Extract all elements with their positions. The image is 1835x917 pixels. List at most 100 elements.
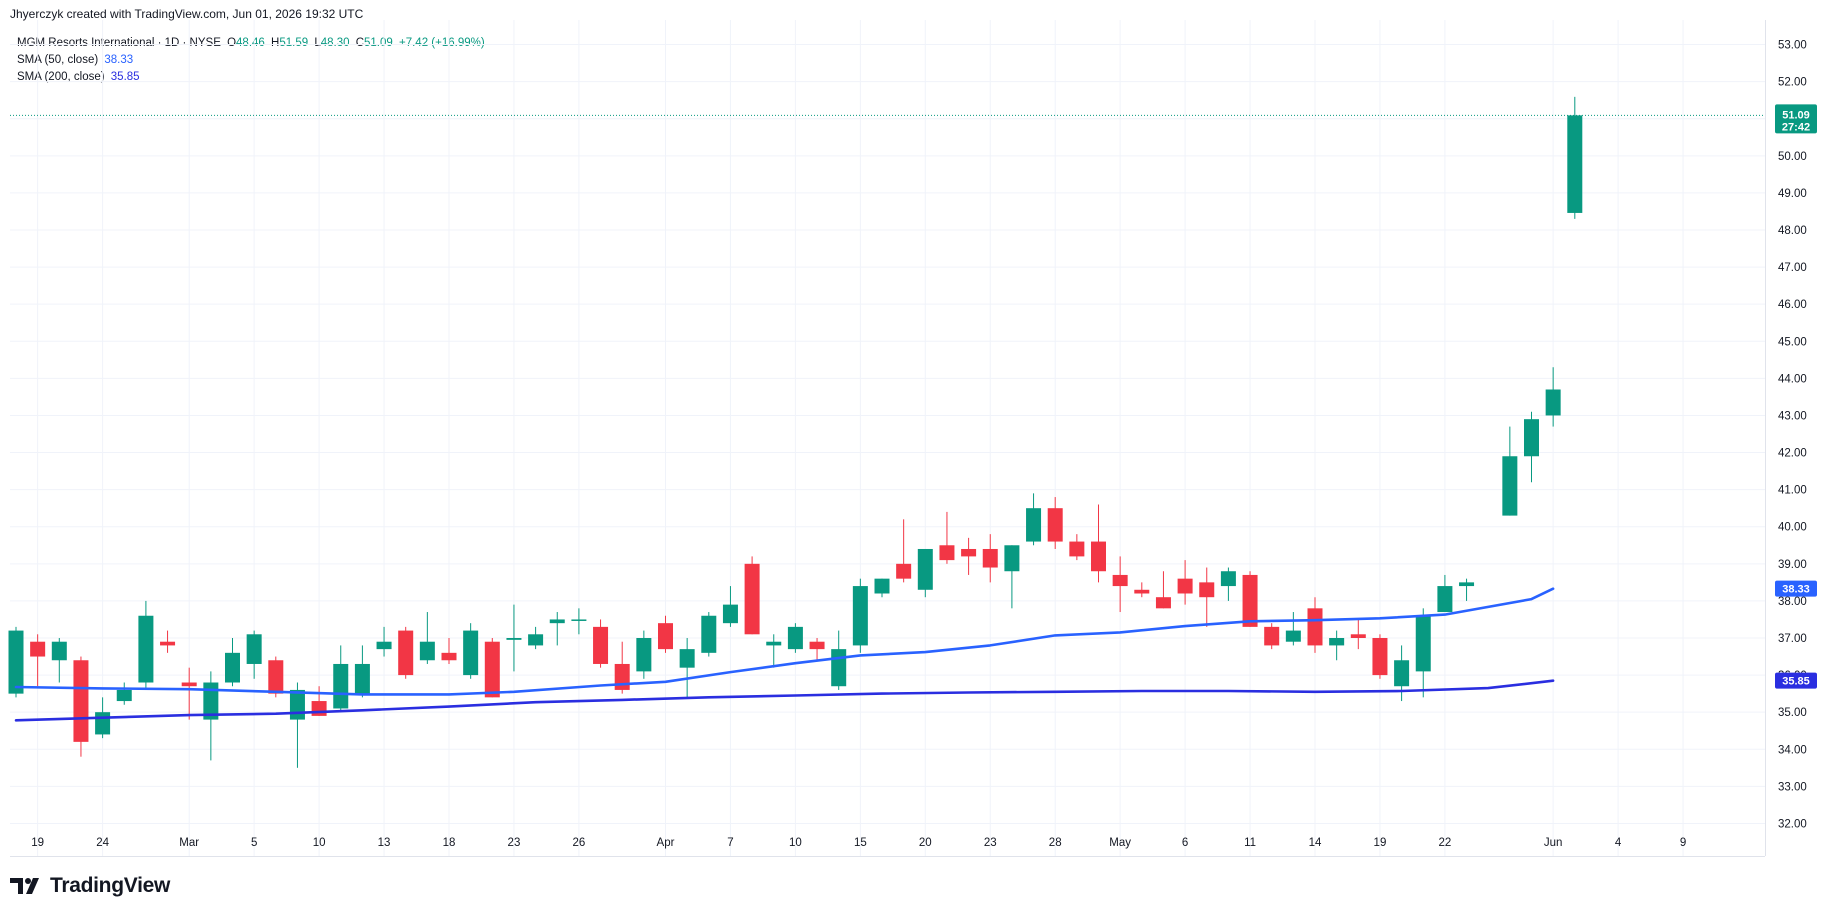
candle-body	[441, 652, 457, 661]
last-price-text: 51.09	[1782, 109, 1810, 121]
x-tick-label: 13	[378, 837, 391, 849]
candle-body	[116, 689, 132, 702]
candle-body	[398, 630, 414, 676]
candle-body	[225, 652, 240, 683]
candle-body	[1199, 582, 1215, 598]
candle-body	[528, 634, 544, 646]
candle-body	[1372, 638, 1388, 676]
candle-body	[376, 641, 392, 650]
y-tick-label: 39.00	[1778, 559, 1807, 571]
candle-body	[766, 641, 782, 646]
candle-body	[181, 682, 197, 687]
candle-body	[1307, 608, 1323, 646]
time-axis[interactable]: 19 24 Mar 5 10 13 18 23 26 Apr 7 10 15 20 23 28 May 6 11 14…	[31, 837, 1686, 849]
symbol-label[interactable]: MGM Resorts International · 1D · NYSE	[17, 37, 221, 49]
candle-body	[852, 586, 868, 646]
y-tick-label: 49.00	[1778, 188, 1807, 200]
y-tick-label: 46.00	[1778, 299, 1807, 311]
candle-body	[203, 682, 219, 720]
candle-body	[484, 641, 500, 698]
y-tick-label: 52.00	[1778, 77, 1807, 89]
change-value: +7.42 (+16.99%)	[399, 37, 485, 49]
brand[interactable]: TradingView	[10, 874, 170, 898]
candle-body	[289, 689, 305, 720]
y-tick-label: 47.00	[1778, 262, 1807, 274]
y-tick-label: 34.00	[1778, 744, 1807, 756]
candle-body	[8, 630, 24, 694]
sma200-tag	[1775, 672, 1817, 689]
candle-body	[896, 563, 912, 579]
sma200-row[interactable]: SMA (200, close) 35.85	[17, 69, 485, 86]
candle-body	[160, 641, 176, 646]
x-tick-label: 23	[508, 837, 521, 849]
y-tick-label: 45.00	[1778, 336, 1807, 348]
x-tick-label: 6	[1182, 837, 1188, 849]
sma50-line	[14, 587, 1555, 696]
x-tick-label: 11	[1244, 837, 1256, 849]
sma200-tag-text: 35.85	[1782, 676, 1810, 688]
ohlc-row: MGM Resorts International · 1D · NYSE O 4…	[17, 35, 485, 52]
y-tick-label: 42.00	[1778, 448, 1807, 460]
x-tick-label: 20	[919, 837, 932, 849]
sma200-label: SMA (200, close)	[17, 71, 105, 83]
low-label: L	[314, 37, 321, 49]
candle-body	[30, 641, 46, 657]
candle-body	[1155, 597, 1171, 609]
x-tick-label: Jun	[1544, 837, 1563, 849]
candle-body	[1004, 545, 1020, 572]
x-tick-label: 5	[251, 837, 257, 849]
y-tick-label: 38.00	[1778, 596, 1807, 608]
sma50-value: 38.33	[104, 54, 134, 66]
candle-body	[1394, 660, 1410, 687]
candle-body	[506, 638, 522, 640]
candle-body	[463, 630, 479, 676]
candle-body	[809, 641, 825, 650]
y-tick-label: 43.00	[1778, 410, 1807, 422]
candle-body	[874, 578, 890, 594]
y-tick-label: 32.00	[1778, 818, 1807, 830]
candle-body	[961, 548, 977, 557]
candle-body	[1242, 574, 1258, 627]
candle-body	[1437, 586, 1453, 613]
x-tick-label: 10	[313, 837, 326, 849]
y-tick-label: 37.00	[1778, 633, 1807, 645]
x-tick-label: 7	[727, 837, 733, 849]
x-tick-label: 28	[1049, 837, 1062, 849]
candle-body	[1091, 541, 1106, 572]
y-tick-label: 44.00	[1778, 373, 1807, 385]
countdown-text: 27:42	[1782, 121, 1810, 133]
candle-body	[658, 623, 673, 650]
candle-body	[138, 615, 154, 683]
tradingview-logo-icon	[10, 878, 39, 894]
candle-body	[419, 641, 435, 661]
candle-body	[982, 548, 998, 568]
candle-body	[1459, 582, 1475, 587]
x-tick-label: Mar	[179, 837, 199, 849]
x-tick-label: 4	[1615, 837, 1622, 849]
candle-body	[787, 626, 803, 650]
candle-body	[1567, 115, 1583, 213]
candle-body	[939, 545, 955, 561]
low-value: 48.30	[320, 37, 350, 49]
candle-body	[1329, 638, 1345, 646]
y-tick-label: 33.00	[1778, 781, 1807, 793]
candle-body	[354, 663, 370, 694]
open-label: O	[227, 37, 237, 49]
sma-lines	[14, 587, 1555, 722]
brand-name: TradingView	[50, 874, 171, 897]
candle-body	[679, 649, 695, 668]
x-tick-label: May	[1109, 837, 1131, 849]
candle-body	[95, 712, 111, 735]
candle-body	[1112, 574, 1128, 587]
candle-body	[1415, 615, 1431, 672]
candle-body	[246, 634, 262, 664]
y-tick-label: 50.00	[1778, 151, 1807, 163]
close-label: C	[355, 37, 365, 49]
price-axis[interactable]: 32.0033.0034.0035.0036.0037.0038.0039.00…	[1778, 40, 1807, 831]
x-tick-label: 23	[984, 837, 997, 849]
candle-body	[1220, 571, 1236, 587]
candle-body	[1545, 389, 1561, 416]
candle-body	[1069, 541, 1085, 557]
x-tick-label: 26	[573, 837, 586, 849]
